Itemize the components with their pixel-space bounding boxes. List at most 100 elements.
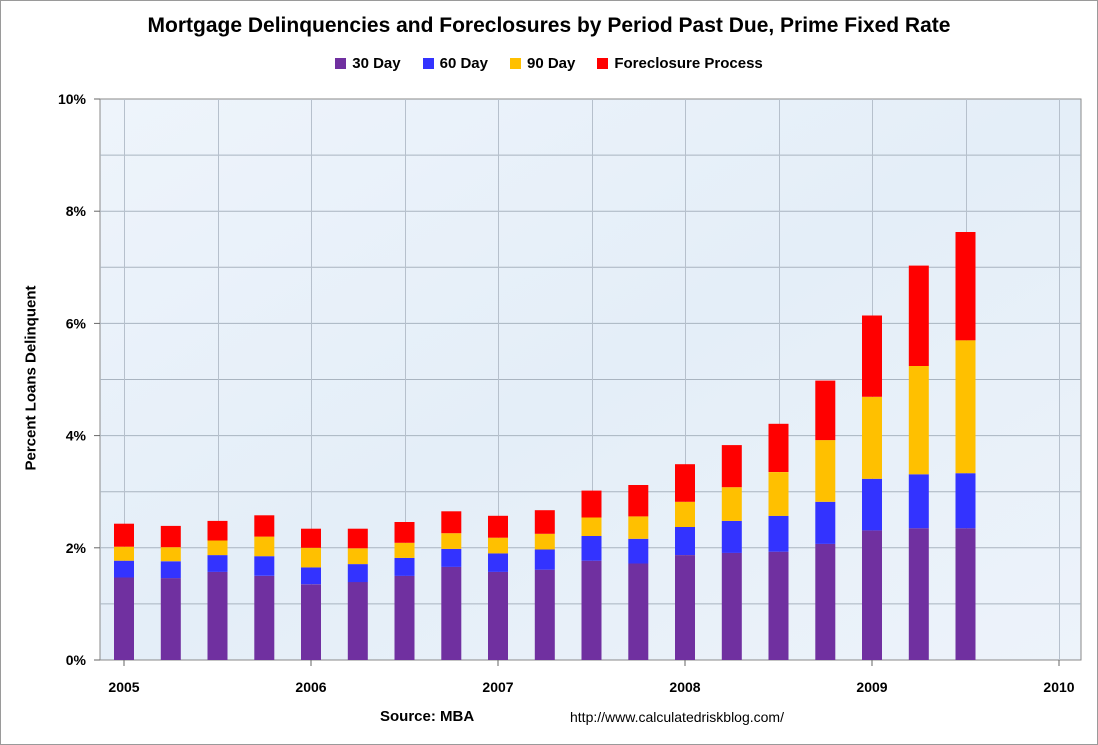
x-tick-label: 2009 [856, 679, 887, 695]
y-tick-label: 2% [66, 540, 87, 556]
bar-60-day [394, 557, 415, 576]
y-tick-label: 8% [66, 203, 87, 219]
bar-60-day [347, 564, 368, 583]
bar-foreclosure-process [534, 510, 555, 534]
bar-60-day [114, 560, 134, 578]
bar-30-day [160, 578, 181, 660]
bar-foreclosure-process [908, 265, 929, 366]
bar-30-day [721, 552, 742, 660]
x-ticks: 2005 2006 2007 2008 2009 2010 [108, 660, 1075, 695]
x-tick-label: 2008 [669, 679, 700, 695]
bar-60-day [768, 515, 789, 552]
bars [114, 232, 976, 660]
bar-foreclosure-process [675, 464, 695, 502]
bar-foreclosure-process [301, 528, 321, 548]
bar-90-day [207, 540, 228, 556]
source-note: Source: MBA [380, 708, 475, 725]
bar-30-day [675, 555, 695, 660]
bar-30-day [908, 528, 929, 660]
bar-60-day [721, 520, 742, 553]
legend-item-foreclosure: Foreclosure Process [597, 55, 763, 72]
bar-foreclosure-process [488, 515, 508, 538]
bar-90-day [908, 366, 929, 475]
bar-60-day [628, 538, 649, 564]
bar-30-day [628, 563, 649, 660]
bar-90-day [254, 536, 275, 557]
bar-foreclosure-process [114, 523, 134, 547]
bar-30-day [114, 577, 134, 660]
y-tick-label: 4% [66, 428, 87, 444]
bar-foreclosure-process [862, 315, 882, 397]
bar-30-day [207, 571, 228, 660]
bar-60-day [675, 527, 695, 555]
bar-60-day [534, 549, 555, 570]
bar-90-day [394, 542, 415, 558]
bar-foreclosure-process [721, 445, 742, 488]
legend-label-60-day: 60 Day [439, 55, 488, 72]
bar-foreclosure-process [207, 520, 228, 541]
bar-foreclosure-process [254, 515, 275, 537]
bar-30-day [254, 575, 275, 660]
bar-60-day [581, 536, 602, 561]
bar-foreclosure-process [628, 485, 649, 517]
bar-90-day [721, 487, 742, 521]
legend-item-30-day: 30 Day [335, 55, 401, 72]
x-tick-label: 2007 [482, 679, 513, 695]
legend-swatch-60-day [422, 58, 434, 69]
legend-item-60-day: 60 Day [422, 55, 488, 72]
bar-90-day [347, 548, 368, 565]
bar-foreclosure-process [955, 232, 976, 341]
y-tick-label: 10% [58, 91, 87, 107]
bar-30-day [301, 584, 321, 660]
bar-90-day [768, 472, 789, 516]
bar-foreclosure-process [581, 490, 602, 518]
bar-90-day [675, 501, 695, 527]
bar-30-day [955, 528, 976, 660]
bar-60-day [441, 548, 462, 567]
bar-60-day [815, 501, 836, 544]
x-tick-label: 2010 [1043, 679, 1074, 695]
bar-90-day [862, 396, 882, 479]
bar-90-day [628, 516, 649, 539]
x-tick-label: 2006 [295, 679, 326, 695]
y-tick-label: 0% [66, 652, 87, 668]
bar-foreclosure-process [394, 522, 415, 543]
bar-30-day [815, 543, 836, 660]
bar-90-day [441, 533, 462, 549]
bar-90-day [534, 533, 555, 550]
bar-90-day [581, 517, 602, 536]
bar-60-day [488, 553, 508, 572]
bar-foreclosure-process [815, 380, 836, 441]
bar-90-day [160, 547, 181, 562]
x-tick-label: 2005 [108, 679, 139, 695]
bar-90-day [301, 547, 321, 568]
bar-60-day [862, 478, 882, 531]
bar-30-day [347, 582, 368, 660]
y-ticks: 0% 2% 4% 6% 8% 10% [58, 91, 100, 668]
bar-30-day [394, 575, 415, 660]
bar-30-day [768, 551, 789, 660]
bar-30-day [441, 566, 462, 660]
bar-30-day [534, 569, 555, 660]
bar-60-day [254, 556, 275, 576]
bar-90-day [955, 340, 976, 474]
bar-30-day [581, 560, 602, 660]
bar-60-day [908, 474, 929, 529]
legend-swatch-foreclosure [597, 58, 609, 69]
bar-foreclosure-process [160, 525, 181, 548]
legend-label-90-day: 90 Day [526, 55, 576, 72]
bar-90-day [815, 440, 836, 502]
source-url: http://www.calculatedriskblog.com/ [570, 709, 784, 725]
legend-swatch-90-day [509, 58, 521, 69]
bar-90-day [488, 537, 508, 554]
y-tick-label: 6% [66, 315, 87, 331]
bar-30-day [862, 530, 882, 660]
bar-60-day [207, 555, 228, 572]
legend-swatch-30-day [335, 58, 347, 69]
legend-item-90-day: 90 Day [509, 55, 576, 72]
bar-foreclosure-process [347, 528, 368, 549]
bar-90-day [114, 546, 134, 561]
bar-30-day [488, 571, 508, 660]
chart-title: Mortgage Delinquencies and Foreclosures … [147, 14, 951, 37]
